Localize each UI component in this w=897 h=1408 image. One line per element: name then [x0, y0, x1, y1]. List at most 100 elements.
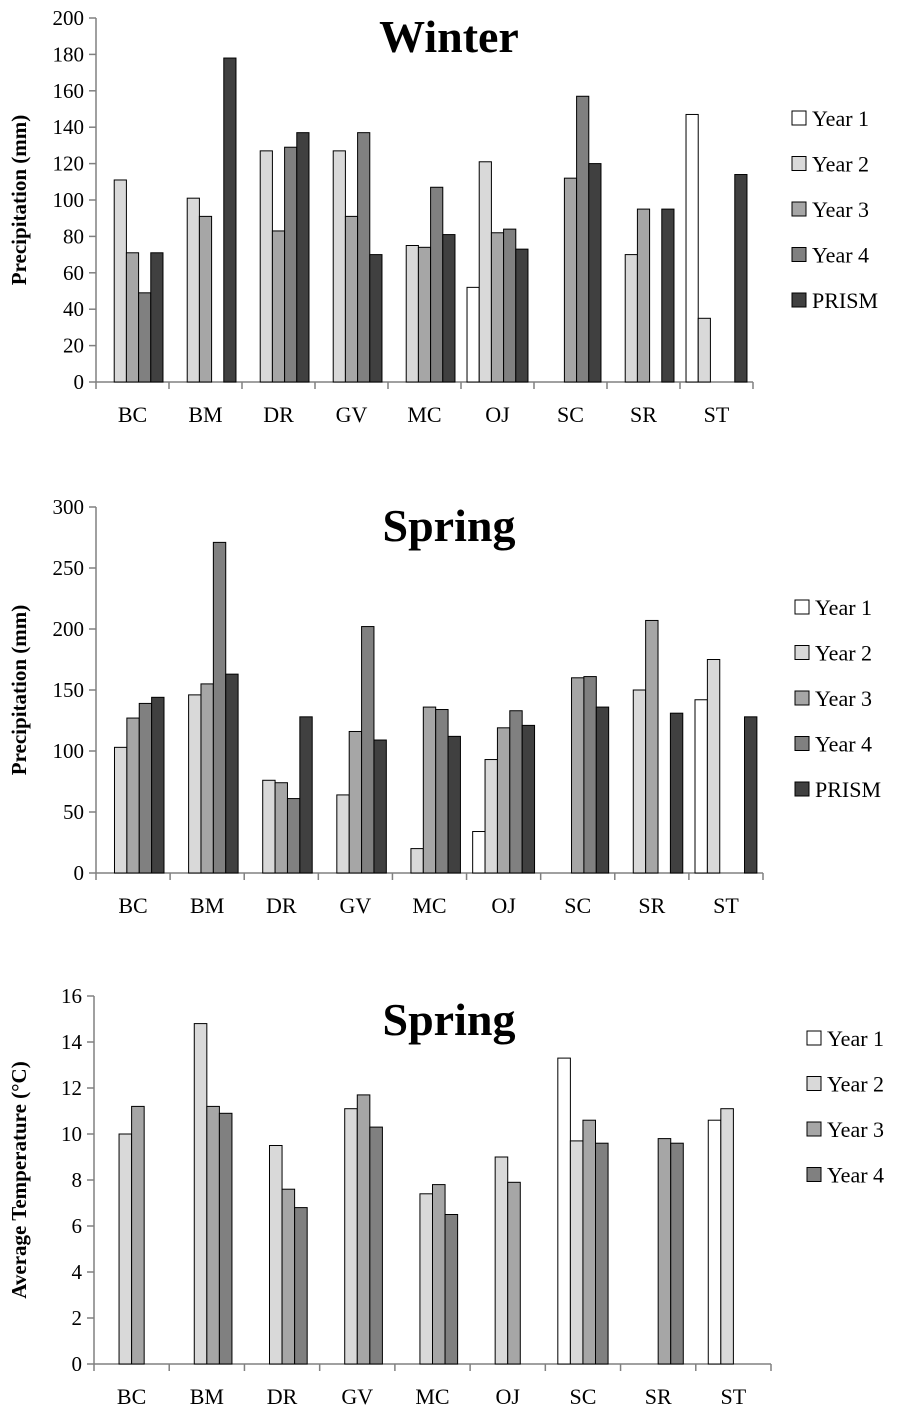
bar-gv-year-4 [361, 626, 375, 874]
y-tick-label: 0 [74, 370, 85, 394]
y-axis-title: Precipitation (mm) [7, 605, 31, 775]
bar-gv-prism [373, 739, 387, 874]
legend-label: Year 4 [812, 243, 869, 268]
bar-mc-year-2 [405, 245, 419, 383]
bar-gv-year-4 [357, 132, 371, 383]
legend-label: PRISM [815, 777, 881, 802]
bar-sc-year-3 [563, 177, 578, 383]
y-tick-label: 8 [72, 1168, 83, 1192]
bar-dr-year-2 [262, 779, 276, 874]
bar-st-year-2 [720, 1108, 734, 1365]
y-tick-label: 60 [63, 261, 84, 285]
x-tick-label-gv: GV [339, 893, 371, 918]
bar-sc-year-4 [576, 95, 590, 383]
bar-dr-prism [299, 716, 313, 874]
legend-swatch [794, 645, 810, 660]
bar-bm-year-2 [188, 694, 202, 874]
bar-sc-year-4 [595, 1142, 609, 1365]
chart-title: Winter [379, 11, 519, 62]
y-tick-label: 100 [53, 739, 85, 763]
y-tick-label: 0 [74, 861, 85, 885]
bar-dr-year-3 [281, 1188, 296, 1365]
bar-bm-year-2 [186, 197, 200, 383]
legend-label: Year 3 [815, 686, 872, 711]
chart-spring-precipitation: 0 50 100 150 200 250 300 BC BM DR GV MC OJ SC SR ST Prec… [7, 495, 881, 918]
bar-mc-year-4 [435, 709, 449, 874]
y-tick-label: 140 [53, 115, 85, 139]
legend-item-year-3: Year 3 [791, 197, 869, 222]
chart-title: Spring [383, 994, 516, 1045]
x-tick-label-dr: DR [263, 402, 294, 427]
legend-item-year-4: Year 4 [794, 732, 872, 757]
bar-bc-year-4 [138, 292, 152, 383]
bar-dr-year-4 [284, 146, 298, 383]
y-tick-label: 0 [72, 1352, 83, 1376]
x-tick-label-oj: OJ [491, 893, 516, 918]
x-tick-label-st: ST [713, 893, 739, 918]
legend-swatch [794, 599, 810, 615]
bar-gv-year-2 [336, 794, 350, 874]
bar-sc-year-3 [582, 1119, 597, 1365]
x-tick-label-sr: SR [645, 1384, 672, 1408]
bar-sc-year-2 [569, 1140, 584, 1365]
y-tick-label: 120 [53, 152, 85, 176]
x-tick-label-gv: GV [341, 1384, 373, 1408]
legend-swatch [794, 736, 810, 751]
bar-oj-year-3 [496, 727, 511, 874]
bar-oj-prism [521, 724, 536, 874]
chart-title: Spring [383, 500, 516, 551]
legend-item-year-1: Year 1 [791, 106, 869, 131]
bar-bm-year-3 [200, 683, 214, 874]
bar-mc-prism [442, 234, 456, 383]
bar-bm-year-4 [212, 541, 227, 874]
bar-sc-prism [595, 706, 610, 874]
bar-sr-year-3 [657, 1138, 672, 1365]
bar-mc-year-3 [432, 1184, 446, 1365]
x-tick-label-sc: SC [564, 893, 591, 918]
x-tick-label-sc: SC [557, 402, 584, 427]
bar-bc-year-2 [118, 1133, 133, 1365]
legend-item-year-2: Year 2 [794, 641, 872, 666]
legend-label: Year 3 [812, 197, 869, 222]
legend-swatch [791, 156, 807, 171]
bar-sc-year-4 [583, 676, 597, 874]
legend-label: Year 1 [827, 1026, 884, 1051]
bar-sr-year-4 [670, 1142, 684, 1365]
bar-oj-year-2 [478, 161, 492, 383]
bar-oj-year-4 [509, 710, 523, 874]
y-tick-label: 14 [61, 1030, 83, 1054]
y-tick-label: 12 [61, 1076, 82, 1100]
bar-oj-prism [515, 248, 529, 383]
bar-st-year-1 [694, 699, 708, 874]
bar-bc-year-3 [126, 717, 140, 874]
legend-label: PRISM [812, 288, 878, 313]
x-tick-label-oj: OJ [495, 1384, 520, 1408]
x-tick-label-gv: GV [336, 402, 368, 427]
x-tick-label-oj: OJ [485, 402, 510, 427]
bar-bc-prism [151, 696, 165, 874]
bar-mc-prism [447, 735, 461, 874]
y-tick-label: 300 [53, 495, 85, 519]
bar-dr-year-3 [274, 782, 288, 874]
bar-sr-prism [661, 208, 675, 383]
legend-swatch [791, 292, 807, 308]
legend-item-prism: PRISM [791, 288, 878, 313]
x-tick-label-dr: DR [266, 893, 297, 918]
y-tick-label: 2 [72, 1306, 83, 1330]
y-tick-label: 6 [72, 1214, 83, 1238]
bar-sc-year-1 [557, 1057, 571, 1365]
bar-dr-year-4 [294, 1207, 308, 1365]
bar-bm-year-4 [218, 1112, 233, 1365]
bar-bc-prism [150, 252, 164, 383]
y-tick-label: 4 [72, 1260, 83, 1284]
legend-item-year-1: Year 1 [806, 1026, 884, 1051]
y-tick-label: 200 [53, 617, 85, 641]
x-tick-label-sr: SR [630, 402, 657, 427]
x-tick-label-bm: BM [190, 1384, 224, 1408]
legend-swatch [791, 110, 807, 126]
bar-dr-year-3 [271, 230, 286, 383]
bar-gv-year-3 [356, 1094, 371, 1365]
y-tick-label: 150 [53, 678, 85, 702]
bar-gv-year-3 [344, 215, 359, 383]
legend-item-year-2: Year 2 [806, 1072, 884, 1097]
